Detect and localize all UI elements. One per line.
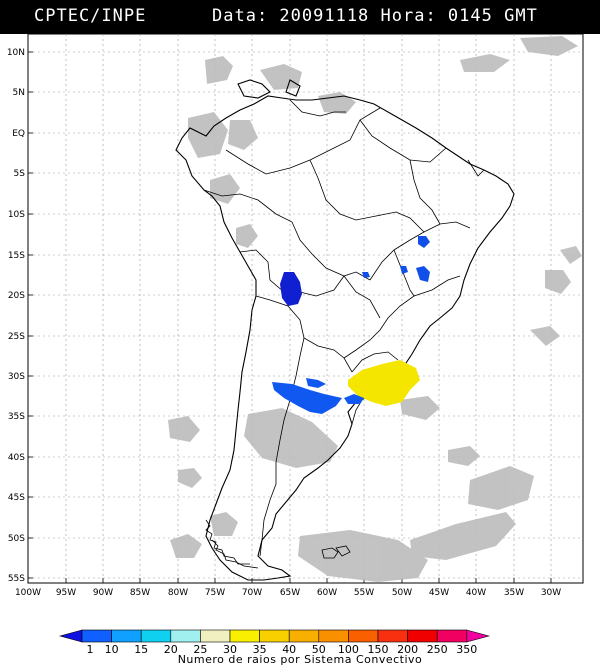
lat-label: 40S [8, 453, 25, 463]
lat-label: 20S [8, 291, 25, 301]
falkland-islands [321, 545, 351, 559]
lon-label: 80W [168, 588, 188, 598]
colorbar-segment [200, 629, 231, 643]
lon-label: 30W [541, 588, 561, 598]
lat-label: 50S [8, 534, 25, 544]
lat-label: 15S [8, 251, 25, 261]
storm-uruguay-blue [344, 394, 364, 404]
colorbar-segment [111, 629, 142, 643]
lat-label: 10S [8, 210, 25, 220]
colorbar-label: 40 [282, 643, 296, 656]
longitude-labels: 100W 95W 90W 85W 80W 75W 70W 65W 60W 55W 50W 45W 40W… [15, 588, 561, 598]
colorbar-segment [140, 629, 172, 643]
storm-brazil-3 [400, 266, 408, 274]
colorbar-left-arrow [58, 629, 83, 643]
colorbar-label: 250 [427, 643, 448, 656]
patagonia-islands [205, 519, 259, 569]
lon-label: 45W [429, 588, 449, 598]
colorbar-label: 10 [105, 643, 119, 656]
source-label: CPTEC/INPE [34, 6, 147, 26]
title-bar: CPTEC/INPE Data: 20091118 Hora: 0145 GMT [0, 0, 600, 34]
colorbar-label: 30 [223, 643, 237, 656]
colorbar-label: 35 [253, 643, 267, 656]
lat-label: 45S [8, 493, 25, 503]
lat-label: 35S [8, 412, 25, 422]
colorbar-label: 1 [87, 643, 94, 656]
lon-label: 95W [56, 588, 76, 598]
lat-label: EQ [12, 129, 25, 139]
lat-label: 5N [13, 88, 25, 98]
colorbar-segment [170, 629, 201, 643]
lon-label: 60W [317, 588, 337, 598]
colorbar-segment [229, 629, 260, 643]
lat-label: 10N [7, 48, 25, 58]
colorbar-label: 350 [456, 643, 477, 656]
datetime-label: Data: 20091118 Hora: 0145 GMT [212, 6, 538, 26]
lat-label: 30S [8, 372, 25, 382]
colorbar-label: 100 [338, 643, 359, 656]
lon-label: 50W [392, 588, 412, 598]
lat-label: 5S [14, 169, 26, 179]
colorbar-segment [407, 629, 438, 643]
colorbar-title: Numero de raios por Sistema Convectivo [177, 653, 423, 666]
lon-label: 40W [466, 588, 486, 598]
colorbar-segment [348, 629, 379, 643]
lon-label: 85W [130, 588, 150, 598]
colorbar-segment [259, 629, 290, 643]
lon-label: 90W [93, 588, 113, 598]
country-borders [203, 99, 485, 557]
colorbar: 1 10 15 20 25 30 35 40 50 100 150 200 250 350 [58, 629, 490, 656]
lon-label: 35W [504, 588, 524, 598]
colorbar-segment [377, 629, 408, 643]
colorbar-label: 150 [368, 643, 389, 656]
lon-label: 100W [15, 588, 41, 598]
storm-uruguay [348, 360, 420, 406]
storm-bolivia [280, 272, 302, 306]
colorbar-segment [81, 629, 112, 643]
storm-argentina-small [306, 378, 326, 388]
lon-label: 65W [280, 588, 300, 598]
colorbar-label: 25 [193, 643, 207, 656]
convective-systems [272, 236, 430, 414]
colorbar-label: 50 [312, 643, 326, 656]
lat-label: 25S [8, 332, 25, 342]
lon-label: 55W [354, 588, 374, 598]
storm-brazil-1 [418, 236, 430, 248]
south-america-coastline [175, 79, 515, 581]
colorbar-label: 20 [164, 643, 178, 656]
lon-label: 75W [205, 588, 225, 598]
colorbar-segment [436, 629, 468, 643]
colorbar-label: 15 [134, 643, 148, 656]
colorbar-right-arrow [466, 629, 490, 643]
colorbar-segment [318, 629, 349, 643]
storm-brazil-2 [416, 266, 430, 282]
lat-label: 55S [8, 574, 25, 584]
storm-brazil-4 [362, 272, 370, 278]
latitude-labels: 10N 5N EQ 5S 10S 15S 20S 25S 30S 35S 40S 45S 50S 55S [7, 48, 25, 584]
colorbar-label: 200 [397, 643, 418, 656]
colorbar-segment [288, 629, 320, 643]
lon-label: 70W [242, 588, 262, 598]
cloud-patches [168, 36, 582, 582]
storm-argentina-west [272, 382, 342, 414]
